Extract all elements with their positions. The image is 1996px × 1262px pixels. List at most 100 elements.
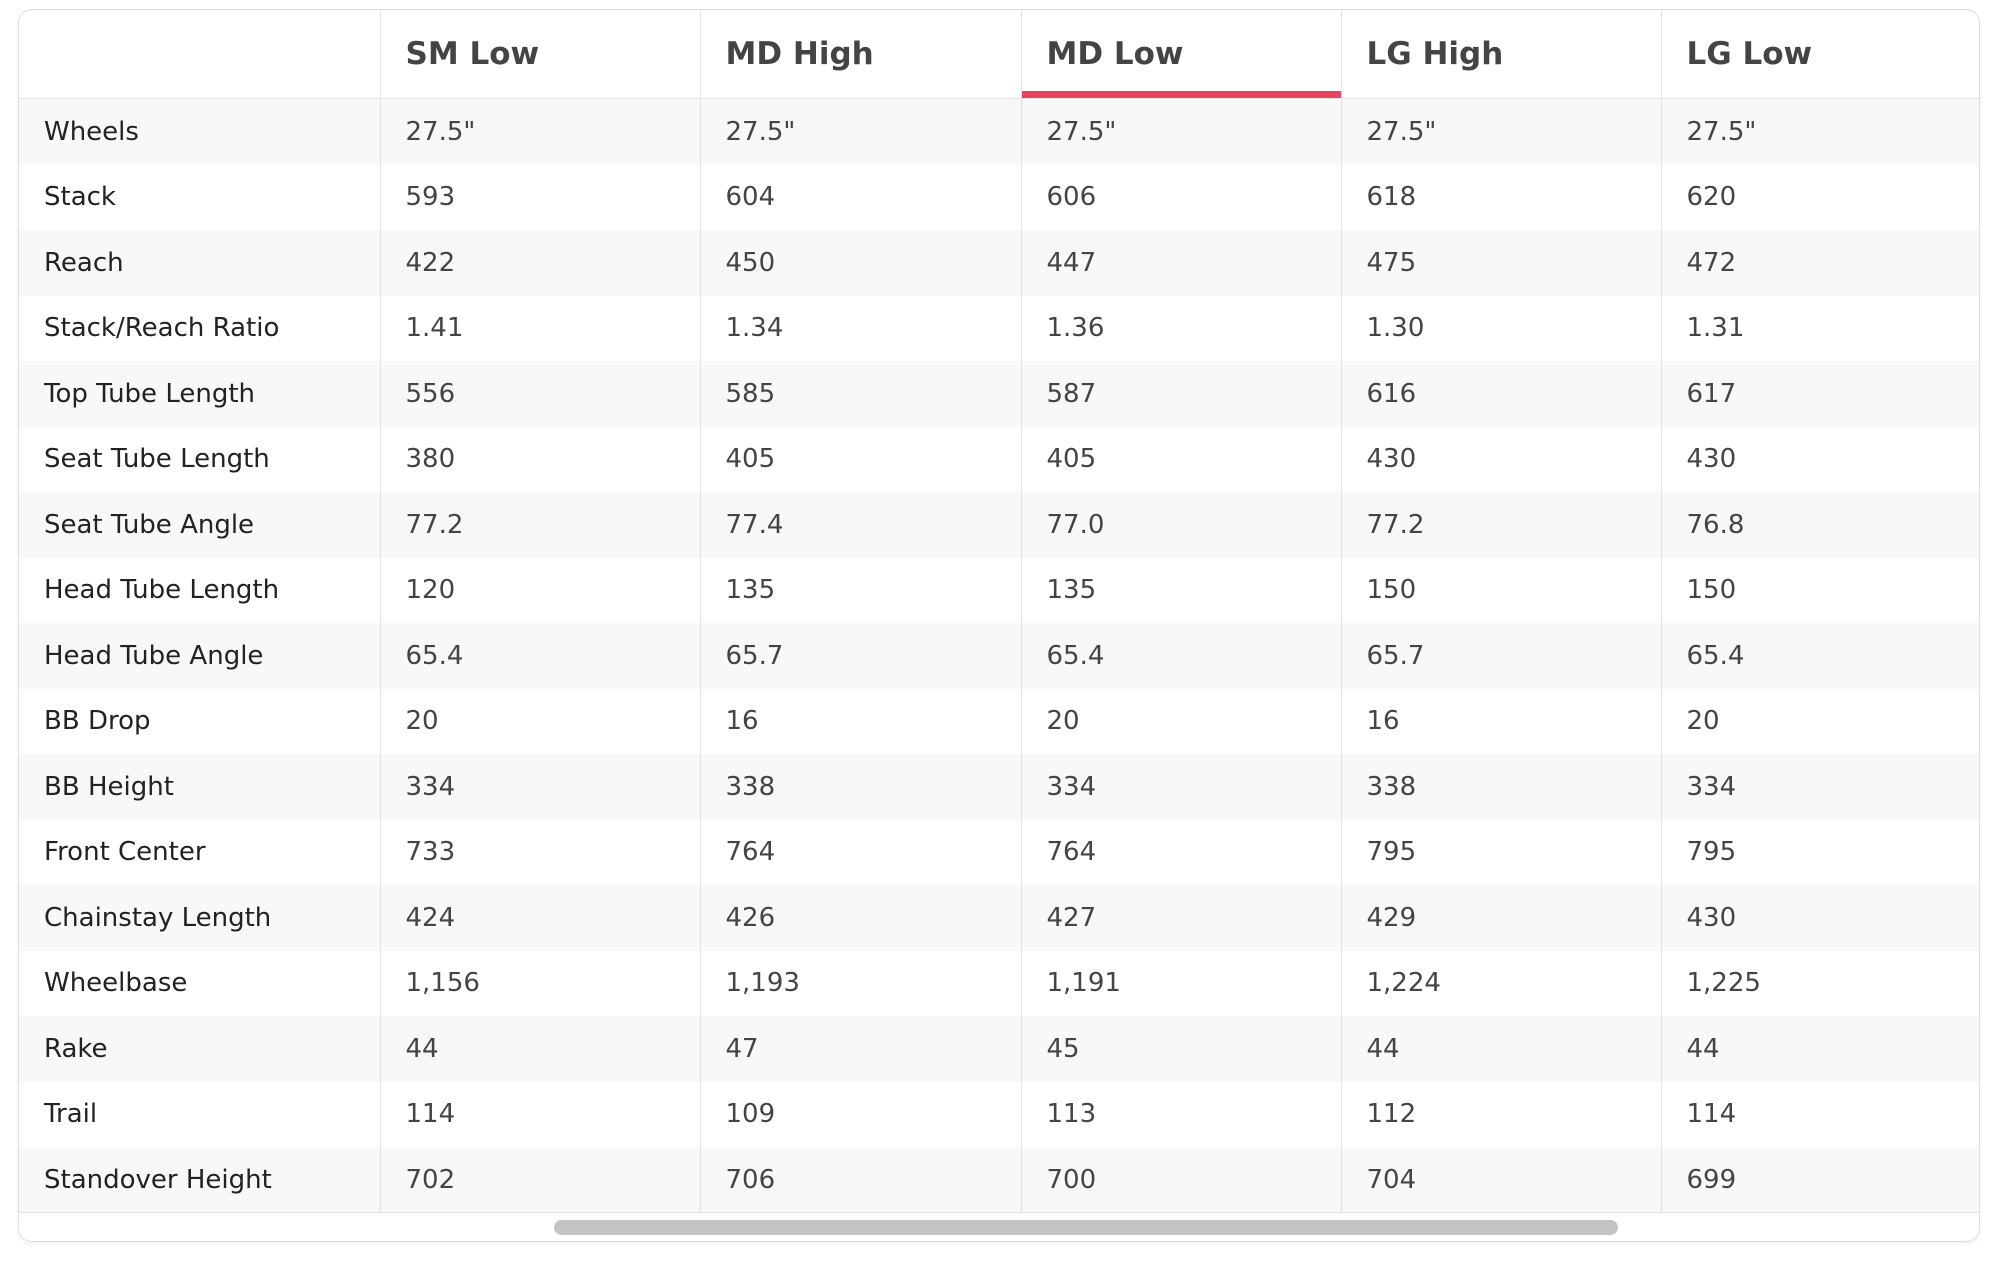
cell-value: 585 bbox=[699, 361, 1021, 427]
table-row: Wheelbase 1,156 1,193 1,191 1,224 1,225 bbox=[19, 950, 1979, 1016]
cell-value: 20 bbox=[1020, 688, 1341, 754]
cell-value: 65.4 bbox=[1020, 623, 1341, 689]
row-label: Rake bbox=[19, 1016, 380, 1082]
row-label: Wheelbase bbox=[44, 968, 188, 999]
column-header[interactable]: LG Low bbox=[1660, 10, 1979, 99]
column-header[interactable]: LG High bbox=[1340, 10, 1661, 99]
row-label: BB Height bbox=[19, 754, 380, 820]
cell-value: 77.0 bbox=[1020, 492, 1341, 558]
row-label: Wheels bbox=[19, 98, 380, 165]
cell-value: 424 bbox=[379, 885, 700, 951]
table-row: Trail 114 109 113 112 114 bbox=[19, 1081, 1979, 1147]
row-label: Standover Height bbox=[19, 1147, 380, 1213]
cell-value: 334 bbox=[1660, 754, 1979, 820]
cell-value: 618 bbox=[1340, 164, 1661, 230]
cell-value: 150 bbox=[1340, 557, 1661, 623]
table-row: Wheels 27.5" 27.5" 27.5" 27.5" 27.5" bbox=[19, 98, 1979, 165]
cell-value: 430 bbox=[1660, 885, 1979, 951]
table-row: BB Height 334 338 334 338 334 bbox=[19, 754, 1979, 820]
cell-value: 1,191 bbox=[1020, 950, 1341, 1016]
cell-value: 606 bbox=[1020, 164, 1341, 230]
cell-value: 1.41 bbox=[379, 295, 700, 361]
row-label: Front Center bbox=[44, 837, 206, 868]
cell-value: 1,193 bbox=[699, 950, 1021, 1016]
cell-value: 1.30 bbox=[1340, 295, 1661, 361]
cell-value: 616 bbox=[1340, 361, 1661, 427]
cell-value: 150 bbox=[1660, 557, 1979, 623]
row-label: Seat Tube Angle bbox=[19, 492, 380, 558]
cell-value: 1.31 bbox=[1660, 295, 1979, 361]
corner-cell bbox=[19, 10, 380, 99]
scrollbar[interactable] bbox=[19, 1212, 1979, 1241]
column-header[interactable]: MD Low bbox=[1020, 10, 1341, 99]
cell-value: 556 bbox=[379, 361, 700, 427]
table-row: Seat Tube Angle 77.2 77.4 77.0 77.2 76.8 bbox=[19, 492, 1979, 558]
cell-value: 135 bbox=[1020, 557, 1341, 623]
table-row: Stack/Reach Ratio 1.41 1.34 1.36 1.30 1.31 bbox=[19, 295, 1979, 361]
cell-value: 113 bbox=[1020, 1081, 1341, 1147]
cell-value: 405 bbox=[699, 426, 1021, 492]
cell-value: 429 bbox=[1340, 885, 1661, 951]
cell-value: 764 bbox=[1020, 819, 1341, 885]
cell-value: 47 bbox=[699, 1016, 1021, 1082]
cell-value: 620 bbox=[1660, 164, 1979, 230]
cell-value: 593 bbox=[379, 164, 700, 230]
scrollbar-thumb[interactable] bbox=[554, 1220, 1618, 1235]
row-label: Trail bbox=[44, 1099, 98, 1130]
table-row: Top Tube Length 556 585 587 616 617 bbox=[19, 361, 1979, 427]
table-row: Head Tube Angle 65.4 65.7 65.4 65.7 65.4 bbox=[19, 623, 1979, 689]
cell-value: 475 bbox=[1340, 230, 1661, 296]
cell-value: 20 bbox=[379, 688, 700, 754]
row-label: Stack/Reach Ratio bbox=[44, 313, 280, 344]
row-label: Head Tube Angle bbox=[19, 623, 380, 689]
table-row: BB Drop 20 16 20 16 20 bbox=[19, 688, 1979, 754]
cell-value: 109 bbox=[699, 1081, 1021, 1147]
cell-value: 450 bbox=[699, 230, 1021, 296]
cell-value: 65.7 bbox=[699, 623, 1021, 689]
cell-value: 795 bbox=[1340, 819, 1661, 885]
header-row: SM Low MD High MD Low LG High LG Low bbox=[19, 10, 1979, 99]
table-container: SM Low MD High MD Low LG High LG Low Wheels 2… bbox=[18, 9, 1980, 1242]
cell-value: 604 bbox=[699, 164, 1021, 230]
row-label: BB Drop bbox=[44, 706, 151, 737]
row-label: Seat Tube Length bbox=[44, 444, 270, 475]
table-row: Standover Height 702 706 700 704 699 bbox=[19, 1147, 1979, 1213]
cell-value: 1,224 bbox=[1340, 950, 1661, 1016]
cell-value: 334 bbox=[379, 754, 700, 820]
cell-value: 27.5" bbox=[699, 98, 1021, 165]
column-header[interactable]: SM Low bbox=[379, 10, 700, 99]
cell-value: 702 bbox=[379, 1147, 700, 1213]
cell-value: 447 bbox=[1020, 230, 1341, 296]
cell-value: 44 bbox=[1660, 1016, 1979, 1082]
cell-value: 77.2 bbox=[1340, 492, 1661, 558]
table-row: Front Center 733 764 764 795 795 bbox=[19, 819, 1979, 885]
row-label: Stack bbox=[44, 182, 116, 213]
cell-value: 44 bbox=[1340, 1016, 1661, 1082]
table-row: Head Tube Length 120 135 135 150 150 bbox=[19, 557, 1979, 623]
cell-value: 699 bbox=[1660, 1147, 1979, 1213]
table-body: Wheels 27.5" 27.5" 27.5" 27.5" 27.5" Stack 593 6… bbox=[19, 98, 1979, 1213]
cell-value: 700 bbox=[1020, 1147, 1341, 1213]
cell-value: 27.5" bbox=[1020, 98, 1341, 165]
cell-value: 1.36 bbox=[1020, 295, 1341, 361]
column-header[interactable]: MD High bbox=[699, 10, 1021, 99]
cell-value: 65.7 bbox=[1340, 623, 1661, 689]
cell-value: 65.4 bbox=[379, 623, 700, 689]
cell-value: 45 bbox=[1020, 1016, 1341, 1082]
cell-value: 16 bbox=[699, 688, 1021, 754]
cell-value: 380 bbox=[379, 426, 700, 492]
table-row: Seat Tube Length 380 405 405 430 430 bbox=[19, 426, 1979, 492]
cell-value: 338 bbox=[699, 754, 1021, 820]
cell-value: 617 bbox=[1660, 361, 1979, 427]
cell-value: 76.8 bbox=[1660, 492, 1979, 558]
cell-value: 430 bbox=[1660, 426, 1979, 492]
cell-value: 422 bbox=[379, 230, 700, 296]
cell-value: 706 bbox=[699, 1147, 1021, 1213]
cell-value: 20 bbox=[1660, 688, 1979, 754]
cell-value: 472 bbox=[1660, 230, 1979, 296]
cell-value: 27.5" bbox=[379, 98, 700, 165]
row-label: Top Tube Length bbox=[19, 361, 380, 427]
cell-value: 334 bbox=[1020, 754, 1341, 820]
cell-value: 114 bbox=[1660, 1081, 1979, 1147]
